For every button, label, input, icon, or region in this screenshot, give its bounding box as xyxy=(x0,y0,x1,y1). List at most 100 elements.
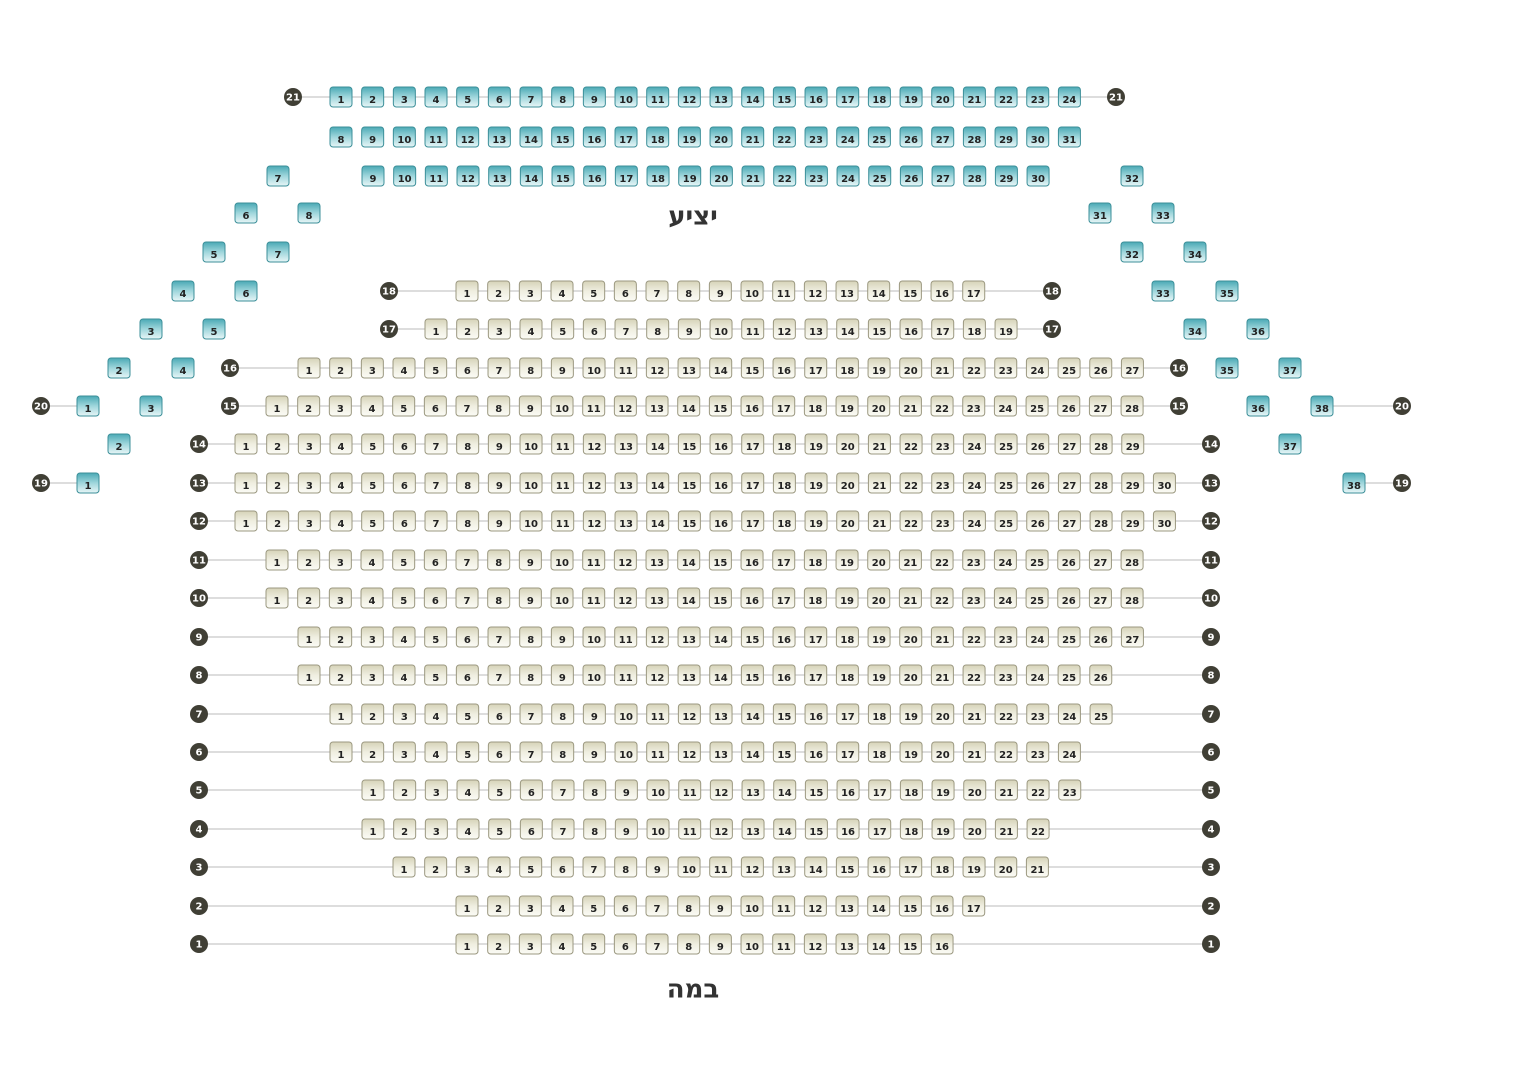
seat[interactable]: 5 xyxy=(202,241,226,263)
seat[interactable]: 11 xyxy=(614,626,638,648)
seat[interactable]: 17 xyxy=(868,818,892,840)
seat[interactable]: 3 xyxy=(518,933,542,955)
seat[interactable]: 34 xyxy=(1183,241,1207,263)
seat[interactable]: 6 xyxy=(550,856,574,878)
seat[interactable]: 22 xyxy=(1026,779,1050,801)
seat[interactable]: 12 xyxy=(582,472,606,494)
seat[interactable]: 15 xyxy=(708,395,732,417)
seat[interactable]: 5 xyxy=(582,895,606,917)
seat[interactable]: 14 xyxy=(677,587,701,609)
seat[interactable]: 7 xyxy=(582,856,606,878)
seat[interactable]: 21 xyxy=(741,165,765,187)
seat[interactable]: 1 xyxy=(329,741,353,763)
seat[interactable]: 14 xyxy=(677,549,701,571)
seat[interactable]: 9 xyxy=(550,626,574,648)
seat[interactable]: 14 xyxy=(804,856,828,878)
seat[interactable]: 1 xyxy=(297,664,321,686)
seat[interactable]: 12 xyxy=(677,703,701,725)
seat[interactable]: 18 xyxy=(930,856,954,878)
seat[interactable]: 15 xyxy=(551,165,575,187)
seat[interactable]: 1 xyxy=(455,895,479,917)
seat[interactable]: 16 xyxy=(709,510,733,532)
seat[interactable]: 11 xyxy=(741,318,765,340)
seat[interactable]: 18 xyxy=(867,86,891,108)
seat[interactable]: 8 xyxy=(329,126,353,148)
seat[interactable]: 20 xyxy=(709,126,733,148)
seat[interactable]: 4 xyxy=(329,472,353,494)
seat[interactable]: 12 xyxy=(677,741,701,763)
seat[interactable]: 13 xyxy=(835,895,859,917)
seat[interactable]: 18 xyxy=(646,165,670,187)
seat[interactable]: 14 xyxy=(741,86,765,108)
seat[interactable]: 23 xyxy=(962,395,986,417)
seat[interactable]: 6 xyxy=(234,280,258,302)
seat[interactable]: 21 xyxy=(898,395,922,417)
seat[interactable]: 1 xyxy=(455,280,479,302)
seat[interactable]: 8 xyxy=(487,395,511,417)
seat[interactable]: 11 xyxy=(424,165,448,187)
seat[interactable]: 8 xyxy=(677,280,701,302)
seat[interactable]: 13 xyxy=(709,741,733,763)
seat[interactable]: 24 xyxy=(962,472,986,494)
seat[interactable]: 10 xyxy=(519,472,543,494)
seat[interactable]: 7 xyxy=(487,664,511,686)
seat[interactable]: 20 xyxy=(994,856,1018,878)
seat[interactable]: 13 xyxy=(741,818,765,840)
seat[interactable]: 28 xyxy=(1120,587,1144,609)
seat[interactable]: 11 xyxy=(424,126,448,148)
seat[interactable]: 26 xyxy=(899,165,923,187)
seat[interactable]: 9 xyxy=(487,433,511,455)
seat[interactable]: 4 xyxy=(360,549,384,571)
seat[interactable]: 38 xyxy=(1310,395,1334,417)
seat[interactable]: 32 xyxy=(1120,165,1144,187)
seat[interactable]: 21 xyxy=(962,86,986,108)
seat[interactable]: 25 xyxy=(1025,587,1049,609)
seat[interactable]: 2 xyxy=(266,510,290,532)
seat[interactable]: 28 xyxy=(963,165,987,187)
seat[interactable]: 2 xyxy=(329,626,353,648)
seat[interactable]: 1 xyxy=(76,472,100,494)
seat[interactable]: 10 xyxy=(614,703,638,725)
seat[interactable]: 7 xyxy=(455,395,479,417)
seat[interactable]: 4 xyxy=(392,357,416,379)
seat[interactable]: 11 xyxy=(646,86,670,108)
seat[interactable]: 6 xyxy=(487,741,511,763)
seat[interactable]: 2 xyxy=(487,280,511,302)
seat[interactable]: 26 xyxy=(1026,433,1050,455)
seat[interactable]: 16 xyxy=(930,933,954,955)
seat[interactable]: 1 xyxy=(297,357,321,379)
seat[interactable]: 11 xyxy=(551,510,575,532)
seat[interactable]: 27 xyxy=(1088,395,1112,417)
seat[interactable]: 17 xyxy=(868,779,892,801)
seat[interactable]: 10 xyxy=(740,280,764,302)
seat[interactable]: 27 xyxy=(1088,587,1112,609)
seat[interactable]: 25 xyxy=(1089,703,1113,725)
seat[interactable]: 1 xyxy=(76,395,100,417)
seat[interactable]: 20 xyxy=(709,165,733,187)
seat[interactable]: 29 xyxy=(1121,433,1145,455)
seat[interactable]: 1 xyxy=(265,395,289,417)
seat[interactable]: 9 xyxy=(614,779,638,801)
seat[interactable]: 21 xyxy=(898,587,922,609)
seat[interactable]: 2 xyxy=(107,433,131,455)
seat[interactable]: 6 xyxy=(392,510,416,532)
seat[interactable]: 4 xyxy=(456,779,480,801)
seat[interactable]: 14 xyxy=(709,664,733,686)
seat[interactable]: 10 xyxy=(677,856,701,878)
seat[interactable]: 19 xyxy=(867,664,891,686)
seat[interactable]: 16 xyxy=(804,703,828,725)
seat[interactable]: 33 xyxy=(1151,202,1175,224)
seat[interactable]: 13 xyxy=(614,433,638,455)
seat[interactable]: 3 xyxy=(518,280,542,302)
seat[interactable]: 16 xyxy=(772,357,796,379)
seat[interactable]: 20 xyxy=(836,510,860,532)
seat[interactable]: 22 xyxy=(994,703,1018,725)
seat[interactable]: 13 xyxy=(488,165,512,187)
seat[interactable]: 27 xyxy=(931,126,955,148)
seat[interactable]: 8 xyxy=(551,86,575,108)
seat[interactable]: 29 xyxy=(1121,472,1145,494)
seat[interactable]: 10 xyxy=(614,741,638,763)
seat[interactable]: 15 xyxy=(740,664,764,686)
seat[interactable]: 17 xyxy=(741,433,765,455)
seat[interactable]: 17 xyxy=(931,318,955,340)
